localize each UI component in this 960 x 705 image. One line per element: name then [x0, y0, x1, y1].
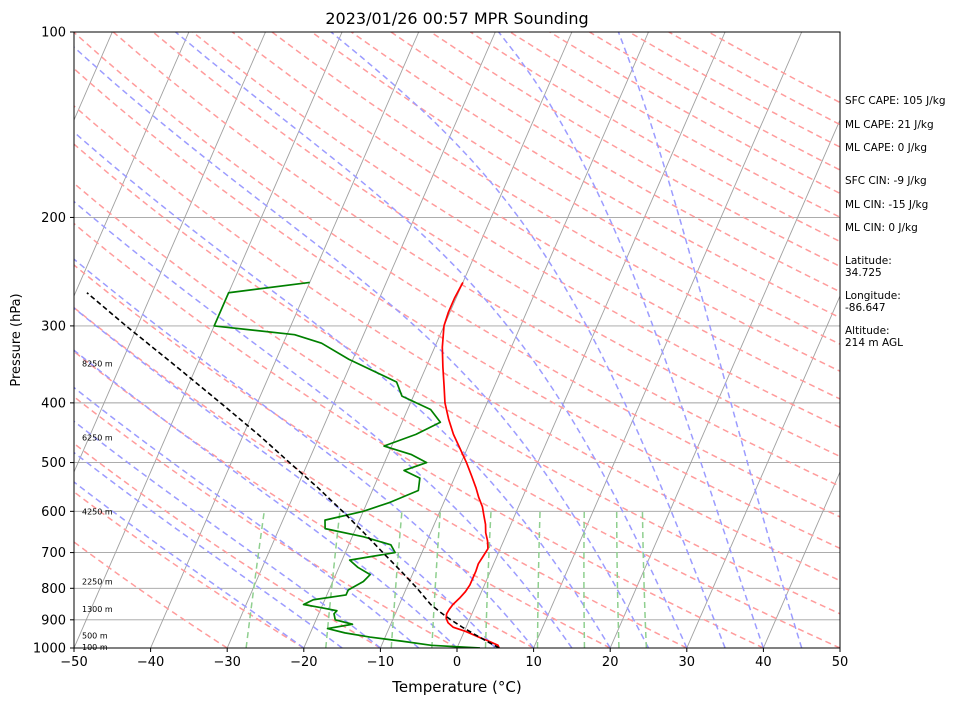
- height-labels: 100 m 500 m 1300 m 2250 m 4250 m 6250 m 8250 m: [82, 359, 113, 652]
- height-label: 2250 m: [82, 578, 113, 587]
- moist-adiabat: [74, 481, 305, 648]
- longitude-value: -86.647: [845, 302, 886, 314]
- y-axis: 100 200 300 400 500 600 700 800 900 1000: [33, 26, 74, 657]
- dewpoint-line: [213, 281, 481, 648]
- x-tick-label: 0: [453, 655, 461, 670]
- y-axis-label: Pressure (hPa): [9, 293, 24, 386]
- moist-adiabat: [74, 349, 458, 648]
- isotherm-line: [686, 294, 840, 648]
- moist-adiabat: [74, 420, 381, 648]
- parcel-line: [86, 292, 500, 648]
- longitude-label: Longitude:: [845, 290, 901, 302]
- x-tick-label: −40: [137, 655, 164, 670]
- ml-cin-label-2: ML CIN: 0 J/kg: [845, 222, 918, 234]
- height-label: 1300 m: [82, 605, 113, 614]
- x-axis: −50 −40 −30 −20 −10 0 10 20 30 40 50: [60, 648, 848, 670]
- dry-adiabat: [152, 32, 840, 458]
- isotherm-line: [609, 118, 840, 648]
- altitude-value: 214 m AGL: [845, 337, 903, 349]
- moist-adiabat: [175, 32, 688, 648]
- y-tick-label: 700: [41, 546, 66, 561]
- dry-adiabat: [74, 490, 305, 648]
- moist-adiabat: [74, 200, 573, 648]
- height-label: 4250 m: [82, 507, 113, 516]
- dry-adiabat: [74, 67, 840, 550]
- x-tick-label: −30: [213, 655, 240, 670]
- ml-cin-label: ML CIN: -15 J/kg: [845, 199, 928, 211]
- y-tick-label: 400: [41, 396, 66, 411]
- isotherm-line: [379, 32, 649, 648]
- moist-adiabat: [74, 46, 650, 648]
- ml-cape-label-2: ML CAPE: 0 J/kg: [845, 142, 927, 154]
- x-tick-label: 40: [755, 655, 772, 670]
- temperature-line: [441, 282, 500, 648]
- isotherm-line: [74, 32, 343, 648]
- height-label: 8250 m: [82, 359, 113, 368]
- x-tick-label: 30: [679, 655, 696, 670]
- isotherm-line: [303, 32, 573, 648]
- x-tick-label: −50: [60, 655, 87, 670]
- dry-adiabat: [271, 32, 840, 373]
- dry-adiabat: [74, 182, 840, 648]
- isotherm-line: [150, 32, 420, 648]
- ml-cape-label: ML CAPE: 21 J/kg: [845, 119, 934, 131]
- profile-lines: [86, 281, 500, 648]
- isotherm-line: [74, 32, 190, 298]
- latitude-label: Latitude:: [845, 255, 892, 267]
- dry-adiabat: [74, 306, 611, 648]
- x-axis-label: Temperature (°C): [391, 678, 521, 696]
- height-label: 100 m: [82, 643, 108, 652]
- x-tick-label: −10: [367, 655, 394, 670]
- y-tick-label: 600: [41, 505, 66, 520]
- dry-adiabat: [74, 264, 688, 648]
- height-label: 500 m: [82, 632, 108, 641]
- moist-adiabat: [617, 32, 803, 648]
- latitude-value: 34.725: [845, 267, 882, 279]
- y-tick-label: 500: [41, 456, 66, 471]
- moist-adiabat: [74, 131, 611, 648]
- moist-adiabat: [74, 258, 535, 648]
- isotherm-line: [74, 32, 266, 474]
- x-tick-label: 10: [525, 655, 542, 670]
- dry-adiabat: [74, 32, 840, 518]
- isotherm-line: [226, 32, 496, 648]
- sfc-cin-label: SFC CIN: -9 J/kg: [845, 175, 927, 187]
- moist-adiabat: [330, 32, 726, 648]
- dry-adiabat: [74, 104, 840, 582]
- mixing-ratio-line: [245, 511, 265, 648]
- dry-adiabat: [74, 395, 458, 648]
- moist-adiabat: [74, 386, 420, 648]
- isotherm-line: [762, 470, 840, 648]
- y-tick-label: 1000: [33, 642, 66, 657]
- chart-title: 2023/01/26 00:57 MPR Sounding: [325, 9, 588, 28]
- y-tick-label: 900: [41, 613, 66, 628]
- height-label: 6250 m: [82, 433, 113, 442]
- background-lines: [74, 32, 840, 648]
- y-tick-label: 300: [41, 319, 66, 334]
- y-tick-label: 800: [41, 582, 66, 597]
- y-tick-label: 200: [41, 211, 66, 226]
- x-tick-label: 20: [602, 655, 619, 670]
- altitude-label: Altitude:: [845, 325, 890, 337]
- x-tick-label: −20: [290, 655, 317, 670]
- dry-adiabat: [192, 32, 840, 429]
- dry-adiabat: [311, 32, 840, 345]
- isotherm-line: [456, 32, 726, 648]
- moist-adiabat: [74, 451, 343, 648]
- moist-adiabat: [498, 32, 765, 648]
- x-tick-label: 50: [832, 655, 849, 670]
- sfc-cape-label: SFC CAPE: 105 J/kg: [845, 95, 946, 107]
- y-tick-label: 100: [41, 26, 66, 41]
- sounding-parameters: SFC CAPE: 105 J/kg ML CAPE: 21 J/kg ML C…: [845, 95, 946, 349]
